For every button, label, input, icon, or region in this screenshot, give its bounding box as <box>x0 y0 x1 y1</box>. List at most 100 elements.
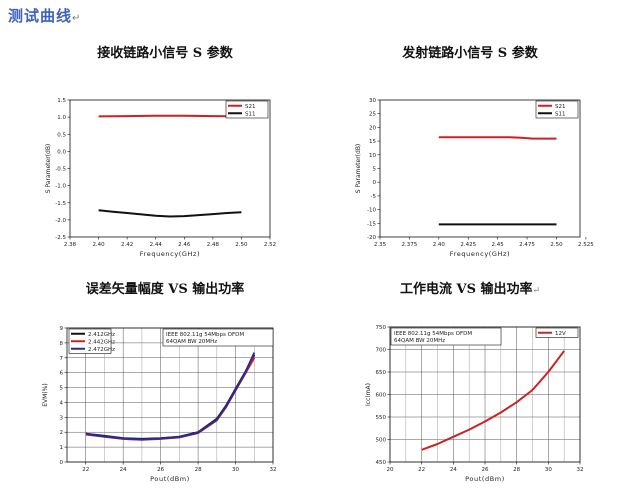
y-tick-label: -0.5 <box>55 167 66 173</box>
x-tick-label: 24 <box>450 467 457 473</box>
annotation-text: IEEE 802.11g 54Mbps OFDM <box>166 332 244 338</box>
x-tick-label: 26 <box>157 467 164 473</box>
y-tick-label: -2.0 <box>55 218 66 224</box>
annotation-text: 64QAM BW 20MHz <box>166 339 217 345</box>
y-tick-label: 20 <box>369 125 376 131</box>
legend-label: 2.472GHz <box>88 347 115 353</box>
x-tick-label: 22 <box>82 467 89 473</box>
y-tick-label: -2.5 <box>55 235 66 241</box>
y-tick-label: 1 <box>60 445 64 451</box>
y-axis-label: S Parameter(dB) <box>355 144 362 194</box>
series-line-2.472ghz <box>85 352 256 441</box>
y-tick-label: 500 <box>376 438 387 444</box>
para-mark: ↵ <box>72 13 82 24</box>
y-tick-label: 600 <box>376 393 387 399</box>
y-tick-label: 9 <box>60 326 64 332</box>
x-tick-label: 2.48 <box>207 242 220 248</box>
y-tick-label: 6 <box>60 371 64 377</box>
legend-label: S21 <box>245 104 256 110</box>
y-tick-label: 0 <box>373 180 377 186</box>
y-tick-label: -1.5 <box>55 201 66 207</box>
x-tick-label: 2.40 <box>433 242 446 248</box>
plot-frame <box>66 327 274 463</box>
y-tick-label: 30 <box>369 98 376 104</box>
x-tick-label: 2.52 <box>264 242 276 248</box>
x-tick-label: 32 <box>270 467 277 473</box>
legend-label: 2.412GHz <box>88 332 115 338</box>
series-line-2.412ghz <box>85 354 256 440</box>
annotation-text: IEEE 802.11g 54Mbps OFDM <box>394 331 472 337</box>
chart-title-evm: 误差矢量幅度 VS 输出功率 <box>85 282 245 297</box>
y-tick-label: 1.0 <box>57 115 66 121</box>
chart-icc: 20 22 24 26 28 30 32 450 500 550 600 650 700 750 Pout(… <box>365 325 584 483</box>
y-tick-label: 0 <box>60 460 64 466</box>
x-axis-label: Frequency(GHz) <box>450 250 510 258</box>
chart-title-tx: 发射链路小信号 S 参数 <box>402 46 538 61</box>
y-axis-label: EVM(%) <box>42 383 49 406</box>
x-tick-label: 20 <box>387 467 394 473</box>
x-tick-label: 2.40 <box>92 242 105 248</box>
y-tick-label: 450 <box>376 460 387 466</box>
x-tick-label: 22 <box>418 467 425 473</box>
x-tick-label: 2.50 <box>550 242 563 248</box>
legend-label: 12V <box>555 331 566 337</box>
y-tick-label: 650 <box>376 370 387 376</box>
x-tick-label: 2.425 <box>460 242 476 248</box>
y-tick-label: 2 <box>60 430 64 436</box>
x-tick-label: 2.42 <box>121 242 133 248</box>
y-tick-label: 0.0 <box>57 149 66 155</box>
x-tick-label: 28 <box>513 467 520 473</box>
y-tick-label: 10 <box>369 153 376 159</box>
y-axis-label: Icc(mA) <box>365 383 372 406</box>
y-tick-label: 8 <box>60 341 64 347</box>
chart-tx: 2.35 2.375 2.40 2.425 2.45 2.475 2.50 2.525 -20 -… <box>355 98 594 258</box>
series-line-s21 <box>438 136 557 140</box>
annotation-box <box>162 328 274 347</box>
x-tick-label: 28 <box>195 467 202 473</box>
legend-box <box>535 327 579 338</box>
legend-label: S11 <box>245 111 256 117</box>
x-tick-label: 2.475 <box>519 242 535 248</box>
series-line-12v <box>421 350 565 451</box>
y-tick-label: 5 <box>60 386 64 392</box>
title-para-mark: ↵ <box>532 286 541 296</box>
chart-evm: 22 24 26 28 30 32 0 1 2 3 4 5 6 7 8 9 Pout(dBm) EVM(%) 2.4… <box>42 326 277 483</box>
y-tick-label: -5 <box>371 194 377 200</box>
y-tick-label: 700 <box>376 348 387 354</box>
x-tick-label: 2.45 <box>492 242 505 248</box>
x-tick-label: 26 <box>482 467 489 473</box>
y-tick-label: 3 <box>60 415 64 421</box>
y-tick-label: -15 <box>367 221 376 227</box>
x-tick-label: 2.375 <box>402 242 418 248</box>
y-tick-label: 750 <box>376 325 387 331</box>
chart-title-rx: 接收链路小信号 S 参数 <box>97 46 233 61</box>
y-tick-label: 7 <box>60 356 64 362</box>
x-tick-label: 30 <box>545 467 552 473</box>
x-axis-label: Pout(dBm) <box>465 475 505 483</box>
y-tick-label: 550 <box>376 415 387 421</box>
x-tick-label: 30 <box>232 467 239 473</box>
x-tick-label: 2.525 <box>578 242 594 248</box>
annotation-box <box>390 327 502 346</box>
y-tick-label: 1.5 <box>57 98 66 104</box>
y-tick-label: 0.5 <box>57 132 66 138</box>
x-axis-label: Frequency(GHz) <box>140 250 200 258</box>
chart-rx: 2.38 2.40 2.42 2.44 2.46 2.48 2.50 2.52 -2.5 -2.0… <box>45 98 276 258</box>
legend-label: 2.442GHz <box>88 339 115 345</box>
y-tick-label: -1.0 <box>55 184 66 190</box>
plot-frame <box>379 99 581 238</box>
x-tick-label: 2.44 <box>150 242 163 248</box>
y-tick-label: -20 <box>367 235 376 241</box>
page-title: 测试曲线↵ <box>8 7 82 25</box>
annotation-text: 64QAM BW 20MHz <box>394 338 445 344</box>
x-tick-label: 2.50 <box>235 242 248 248</box>
chart-title-icc: 工作电流 VS 输出功率↵ <box>399 282 541 297</box>
x-tick-label: 2.46 <box>178 242 191 248</box>
series-line-s21 <box>98 114 242 118</box>
x-tick-label: 2.38 <box>64 242 77 248</box>
x-tick-label: 2.35 <box>374 242 387 248</box>
y-tick-label: 5 <box>373 167 377 173</box>
series-line-s11 <box>98 209 242 218</box>
y-axis-label: S Parameter(dB) <box>45 144 52 194</box>
legend-label: S11 <box>555 111 566 117</box>
